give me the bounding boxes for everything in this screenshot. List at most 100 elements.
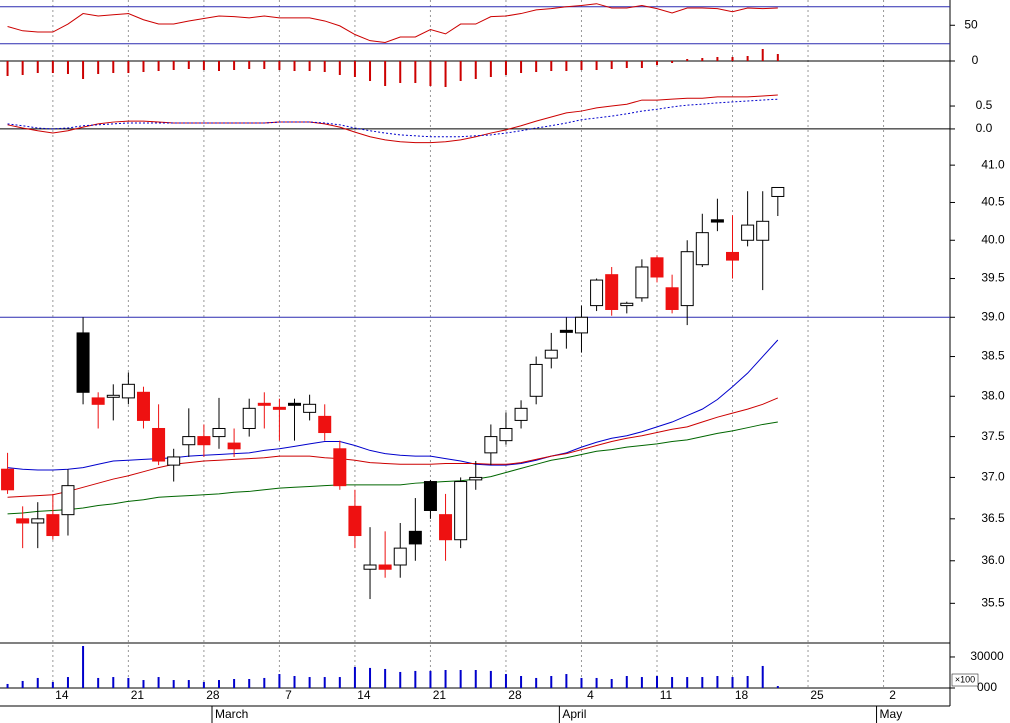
candle-body: [650, 257, 664, 278]
candle-body: [605, 274, 619, 310]
candle-body: [771, 186, 785, 197]
bar: [671, 61, 674, 63]
line-series: [7, 94, 778, 144]
candle-body: [242, 407, 256, 429]
month-label: May: [880, 707, 903, 721]
bar: [399, 61, 402, 83]
bar: [761, 665, 764, 688]
line-series: [7, 397, 779, 498]
bar: [701, 58, 704, 61]
y-tick-label: 40.0: [981, 232, 1005, 246]
bar: [323, 61, 326, 72]
line-series: [7, 3, 778, 44]
bar: [248, 679, 251, 688]
candle-body: [46, 514, 60, 537]
y-tick-label: 0: [972, 53, 979, 67]
x-tick-label: 7: [285, 688, 292, 702]
bar: [565, 674, 568, 688]
bar: [338, 677, 341, 688]
candle-body: [227, 442, 241, 450]
bar: [686, 677, 689, 688]
bar: [746, 676, 749, 688]
bar: [142, 680, 145, 688]
x-tick-label: 14: [55, 688, 69, 702]
bar: [51, 682, 54, 688]
bar: [278, 61, 281, 70]
candle-body: [348, 505, 362, 537]
bar: [6, 683, 9, 688]
candle-body: [499, 427, 513, 442]
candle-body: [197, 436, 211, 446]
y-tick-label: 41.0: [981, 157, 1005, 171]
bar: [414, 61, 417, 83]
bar: [610, 679, 613, 688]
bar: [776, 54, 779, 61]
bar: [293, 61, 296, 71]
candle-body: [695, 232, 709, 266]
bar: [776, 686, 779, 688]
bar: [187, 680, 190, 688]
bar: [248, 61, 251, 69]
candle-body: [590, 279, 604, 307]
candle-body: [726, 251, 740, 261]
bar: [21, 680, 24, 688]
bar: [172, 61, 175, 70]
candle-body: [212, 427, 226, 438]
bar: [369, 667, 372, 688]
bar: [6, 61, 9, 76]
x-tick-label: 2: [889, 688, 896, 702]
candle-body: [61, 485, 75, 516]
bar: [21, 61, 24, 75]
unit-box: [951, 673, 979, 687]
bar: [384, 668, 387, 688]
bar: [459, 61, 462, 81]
candle-body: [363, 564, 377, 570]
bar: [82, 61, 85, 79]
bar: [731, 57, 734, 61]
y-tick-label: 37.0: [981, 470, 1005, 484]
y-tick-label: 30000: [970, 649, 1004, 663]
bar: [429, 670, 432, 688]
line-series: [7, 98, 778, 138]
candle-body: [288, 402, 302, 406]
bar: [655, 676, 658, 688]
bar: [97, 61, 100, 74]
candle-body: [439, 514, 453, 541]
candle-body: [152, 427, 166, 462]
candle-body: [16, 518, 30, 524]
bar: [550, 676, 553, 688]
bar: [66, 677, 69, 688]
bar: [625, 61, 628, 68]
y-tick-label: 36.0: [981, 553, 1005, 567]
bar: [716, 676, 719, 688]
candle-body: [620, 302, 634, 307]
bar: [535, 677, 538, 688]
bar: [51, 61, 54, 73]
bar: [112, 61, 115, 73]
bar: [504, 674, 507, 688]
bar: [353, 667, 356, 688]
candle-body: [469, 476, 483, 481]
y-tick-label: 39.0: [981, 309, 1005, 323]
bar: [746, 56, 749, 61]
y-tick-label: 0.5: [976, 98, 993, 112]
bar: [202, 682, 205, 688]
candle-body: [756, 220, 770, 241]
bar: [338, 61, 341, 75]
candle-body: [514, 407, 528, 421]
y-tick-label: 000: [977, 680, 997, 694]
candle-body: [76, 332, 90, 393]
bar: [444, 61, 447, 87]
bar: [504, 61, 507, 75]
candle-body: [559, 329, 573, 333]
bar: [716, 57, 719, 61]
bar: [444, 670, 447, 688]
candle-body: [454, 481, 468, 541]
bar: [263, 677, 266, 688]
x-tick-label: 14: [357, 688, 371, 702]
y-tick-label: 35.5: [981, 595, 1005, 609]
candle-body: [378, 564, 392, 570]
candle-body: [91, 397, 105, 405]
candle-body: [106, 394, 120, 398]
